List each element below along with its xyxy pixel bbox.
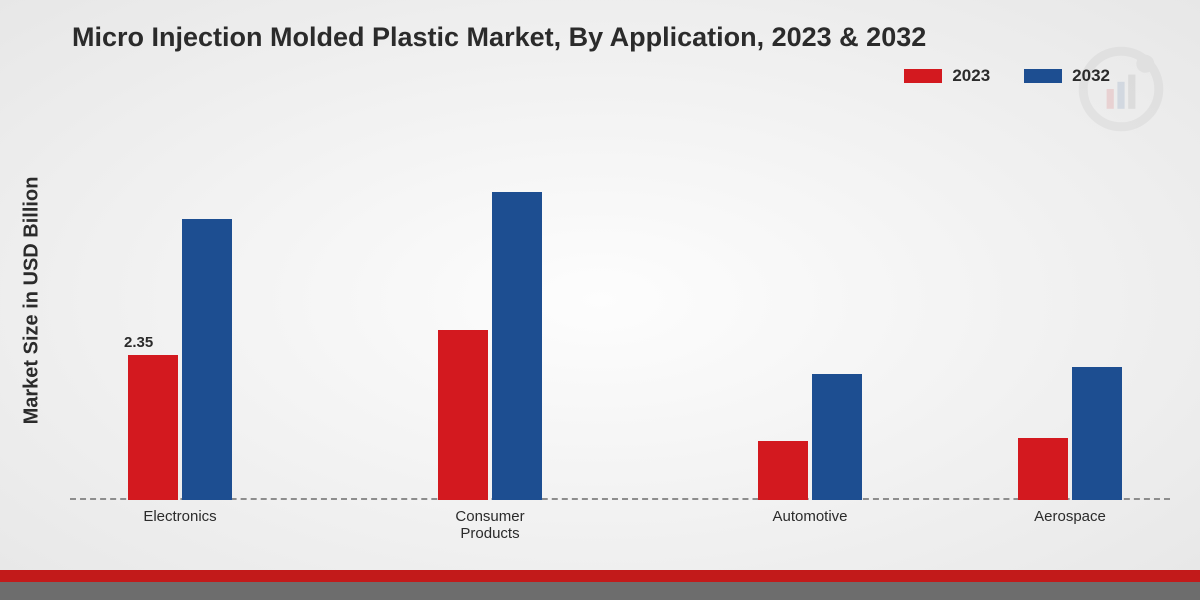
footer-stripe-red <box>0 570 1200 582</box>
bar-group <box>438 192 542 500</box>
bar-2032 <box>182 219 232 500</box>
bar-group <box>128 219 232 500</box>
footer-stripe-gray <box>0 582 1200 600</box>
legend-label-2023: 2023 <box>952 66 990 86</box>
category-label: Aerospace <box>1034 508 1106 525</box>
category-label: Electronics <box>143 508 216 525</box>
bar-group <box>758 374 862 500</box>
legend-item-2023: 2023 <box>904 66 990 86</box>
bar-2023 <box>1018 438 1068 500</box>
bar-value-label: 2.35 <box>124 334 153 351</box>
category-label: Consumer Products <box>455 508 524 542</box>
bar-2023 <box>438 330 488 500</box>
bar-2023 <box>758 441 808 500</box>
legend-item-2032: 2032 <box>1024 66 1110 86</box>
bar-2023 <box>128 355 178 500</box>
y-axis-label: Market Size in USD Billion <box>21 176 44 424</box>
chart-canvas: Micro Injection Molded Plastic Market, B… <box>0 0 1200 600</box>
legend-swatch-2023 <box>904 69 942 83</box>
bar-2032 <box>1072 367 1122 500</box>
legend-swatch-2032 <box>1024 69 1062 83</box>
legend-label-2032: 2032 <box>1072 66 1110 86</box>
bar-2032 <box>492 192 542 500</box>
bar-group <box>1018 367 1122 500</box>
watermark-logo <box>1076 44 1166 134</box>
x-axis-baseline <box>70 498 1170 500</box>
y-axis-label-wrap: Market Size in USD Billion <box>22 0 42 600</box>
bar-2032 <box>812 374 862 500</box>
legend: 2023 2032 <box>904 66 1110 86</box>
chart-title: Micro Injection Molded Plastic Market, B… <box>72 22 926 53</box>
category-label: Automotive <box>772 508 847 525</box>
plot-area: 2.35 <box>70 130 1170 500</box>
